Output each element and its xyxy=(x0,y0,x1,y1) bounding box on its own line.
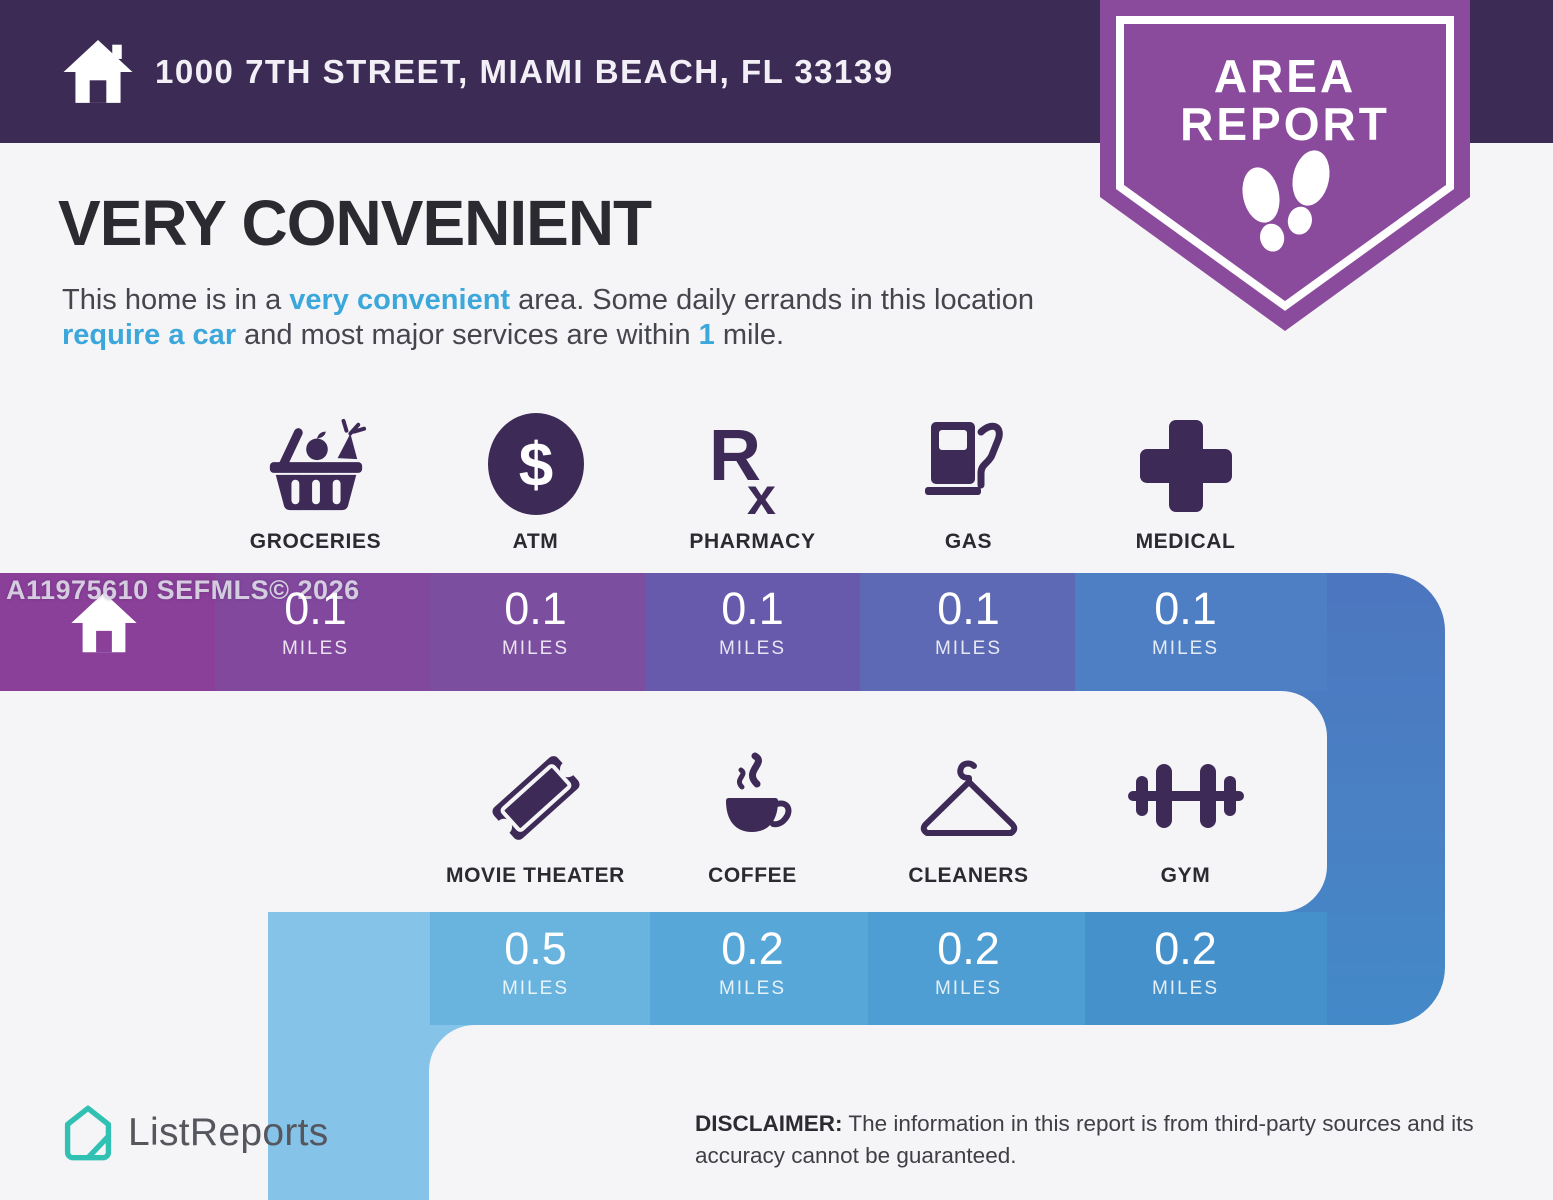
desc-highlight-one: 1 xyxy=(698,319,715,352)
listreports-house-icon xyxy=(64,1105,112,1161)
distance-unit: MILES xyxy=(934,978,1003,999)
service-label: ATM xyxy=(512,530,559,553)
path-gap-upper xyxy=(0,691,1327,912)
distance-gym: 0.2 MILES xyxy=(1077,926,1294,1000)
home-icon xyxy=(63,39,133,103)
distance-value: 0.1 xyxy=(284,583,347,634)
groceries-icon xyxy=(269,418,366,511)
svg-text:x: x xyxy=(747,468,776,516)
band-segment xyxy=(868,912,1085,1025)
distance-unit: MILES xyxy=(934,638,1003,659)
distance-cleaners: 0.2 MILES xyxy=(860,926,1077,1000)
badge-line2: REPORT xyxy=(1180,98,1390,150)
home-start-icon xyxy=(71,592,137,653)
desc-text: mile. xyxy=(714,319,785,352)
service-gas: GAS xyxy=(860,412,1077,554)
distance-unit: MILES xyxy=(1151,978,1220,999)
band-segment xyxy=(860,573,1075,691)
distance-band-row1 xyxy=(0,573,1327,691)
distance-unit: MILES xyxy=(718,978,787,999)
coffee-cup-icon xyxy=(725,752,791,832)
distance-value: 0.5 xyxy=(504,923,567,974)
distance-medical: 0.1 MILES xyxy=(1077,586,1294,660)
area-report-badge: AREA REPORT xyxy=(1100,0,1470,331)
distance-value: 0.2 xyxy=(721,923,784,974)
brand-name: ListReports xyxy=(128,1111,329,1154)
distance-value: 0.1 xyxy=(721,583,784,634)
disclaimer-label: DISCLAIMER: xyxy=(695,1111,843,1136)
distance-movie-theater: 0.5 MILES xyxy=(427,926,644,1000)
service-label: PHARMACY xyxy=(689,530,816,553)
distance-value: 0.1 xyxy=(504,583,567,634)
movie-ticket-icon xyxy=(491,756,580,840)
svg-text:R: R xyxy=(709,416,761,496)
service-coffee: COFFEE xyxy=(644,746,861,888)
band-segment xyxy=(430,912,650,1025)
property-address: 1000 7TH STREET, MIAMI BEACH, FL 33139 xyxy=(155,52,894,90)
service-label: GYM xyxy=(1160,864,1211,887)
distance-coffee: 0.2 MILES xyxy=(644,926,861,1000)
distance-value: 0.2 xyxy=(937,923,1000,974)
band-segment xyxy=(215,573,430,691)
band-segment xyxy=(650,912,868,1025)
disclaimer: DISCLAIMER: The information in this repo… xyxy=(695,1108,1475,1171)
band-segment xyxy=(645,573,860,691)
desc-text: and most major services are within xyxy=(236,319,699,352)
distance-unit: MILES xyxy=(718,638,787,659)
distance-atm: 0.1 MILES xyxy=(427,586,644,660)
service-movie-theater: MOVIE THEATER xyxy=(427,746,644,888)
page-title: VERY CONVENIENT xyxy=(58,187,652,259)
distance-value: 0.1 xyxy=(1154,583,1217,634)
service-label: GROCERIES xyxy=(249,530,382,553)
service-atm: $ ATM xyxy=(427,412,644,554)
service-cleaners: CLEANERS xyxy=(860,746,1077,888)
service-pharmacy: R x PHARMACY xyxy=(644,412,861,554)
path-gap-lower xyxy=(429,1025,1553,1200)
service-label: MEDICAL xyxy=(1135,530,1236,553)
desc-highlight-require-a-car: require a car xyxy=(62,319,237,352)
footprints-icon xyxy=(1242,150,1330,252)
svg-text:$: $ xyxy=(518,431,552,500)
atm-icon: $ xyxy=(487,413,584,515)
service-gym: GYM xyxy=(1077,746,1294,888)
distance-value: 0.1 xyxy=(937,583,1000,634)
service-groceries: GROCERIES xyxy=(207,412,424,554)
desc-text: This home is in a xyxy=(62,284,290,316)
pharmacy-rx-icon: R x xyxy=(709,416,776,516)
distance-value: 0.2 xyxy=(1154,923,1217,974)
gas-pump-icon xyxy=(924,422,1003,495)
desc-highlight-very-convenient: very convenient xyxy=(289,284,511,316)
listreports-logo: ListReports xyxy=(62,1104,329,1162)
description-paragraph: This home is in a very convenient area. … xyxy=(62,283,1092,354)
dumbbell-icon xyxy=(1127,764,1244,828)
disclaimer-text: The information in this report is from t… xyxy=(695,1111,1474,1168)
distance-pharmacy: 0.1 MILES xyxy=(644,586,861,660)
service-label: COFFEE xyxy=(708,864,797,887)
mls-watermark: A11975610 SEFMLS© 2026 xyxy=(6,575,360,605)
service-label: MOVIE THEATER xyxy=(446,864,625,887)
distance-groceries: 0.1 MILES xyxy=(207,586,424,660)
band-segment xyxy=(430,573,645,691)
band-segment xyxy=(1075,573,1327,691)
service-label: CLEANERS xyxy=(908,864,1029,887)
distance-unit: MILES xyxy=(501,978,570,999)
hanger-icon xyxy=(920,760,1017,836)
desc-text: area. Some daily errands in this locatio… xyxy=(510,284,1034,316)
distance-unit: MILES xyxy=(501,638,570,659)
badge-line1: AREA xyxy=(1214,50,1356,102)
service-medical: MEDICAL xyxy=(1077,412,1294,554)
band-segment xyxy=(1085,912,1327,1025)
distance-unit: MILES xyxy=(1151,638,1220,659)
distance-gas: 0.1 MILES xyxy=(860,586,1077,660)
distance-unit: MILES xyxy=(281,638,350,659)
distance-band-row2 xyxy=(268,912,1327,1025)
service-label: GAS xyxy=(944,530,993,553)
band-segment xyxy=(268,912,430,1025)
medical-cross-icon xyxy=(1139,420,1232,512)
